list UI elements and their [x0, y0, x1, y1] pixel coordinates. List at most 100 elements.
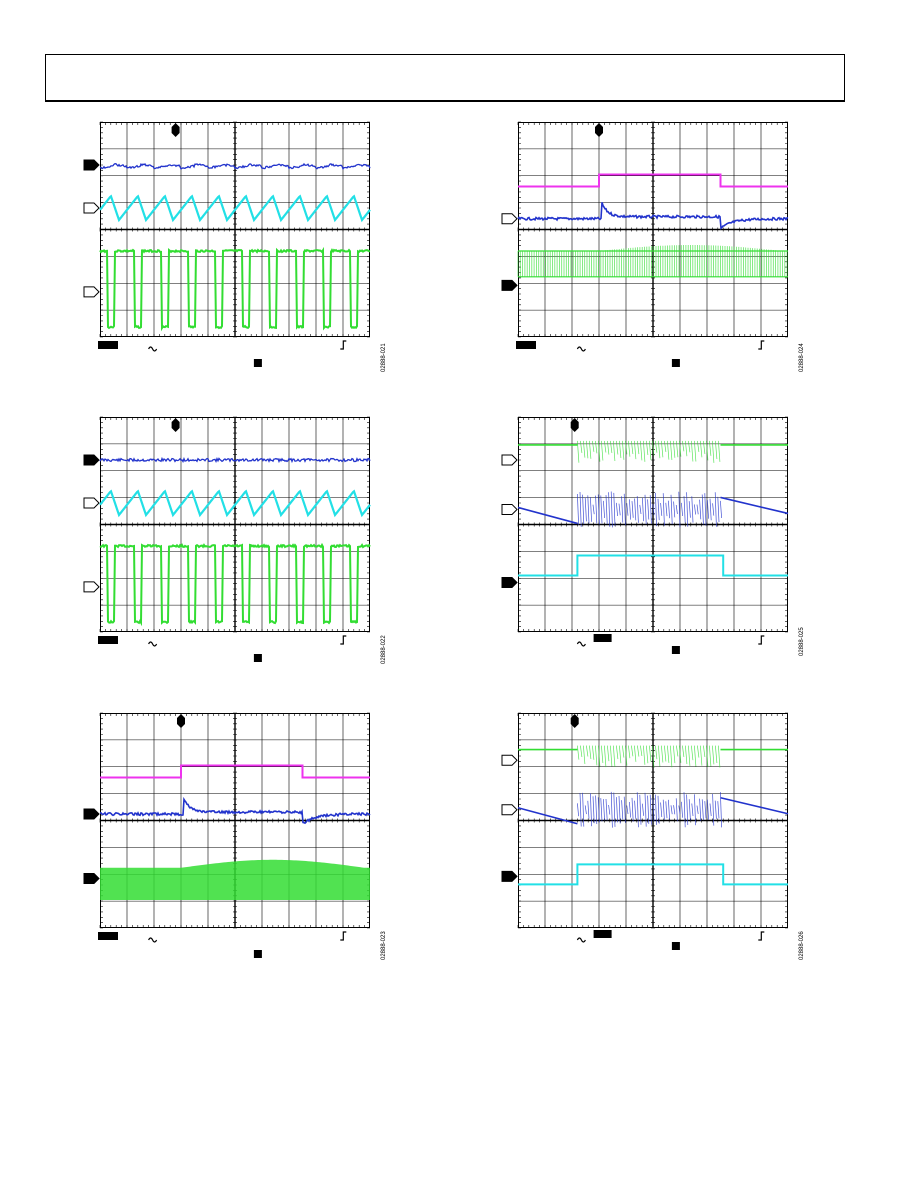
tilde-icon — [576, 641, 586, 647]
measurement-marker — [253, 950, 262, 958]
scope-graticule — [99, 121, 370, 338]
scope-screen — [83, 712, 371, 958]
grid-minor-ticks — [517, 416, 788, 633]
trace-green-band — [100, 859, 370, 901]
scope-screen — [83, 121, 371, 367]
oscilloscope-figure-6 — [501, 712, 789, 950]
trace-magenta-pulse — [518, 173, 788, 188]
trigger-position-icon — [171, 123, 180, 137]
scope-screen — [501, 121, 789, 367]
measurement-marker — [671, 359, 680, 367]
channel-marker-open-icon — [83, 286, 100, 298]
trace-dense-lines — [517, 245, 788, 277]
trace-burst-lines — [577, 791, 722, 828]
channel-label-box — [593, 930, 612, 938]
channel-marker-filled-icon — [83, 159, 100, 171]
oscilloscope-figure-1 — [83, 121, 371, 367]
scope-graticule — [99, 416, 370, 633]
channel-marker-open-icon — [501, 213, 518, 225]
grid-minor-ticks — [517, 712, 788, 929]
figure-id-label: 02888-026 — [799, 931, 805, 960]
channel-marker-filled-icon — [501, 870, 518, 882]
channel-marker-open-icon — [501, 503, 518, 515]
trace-cyan-step — [518, 554, 788, 577]
figure-id-label: 02888-025 — [799, 627, 805, 656]
trigger-position-icon — [177, 714, 185, 728]
trace-ramp — [517, 796, 789, 825]
oscilloscope-figure-2 — [83, 416, 371, 662]
rising-edge-icon — [758, 931, 765, 941]
oscilloscope-figure-3 — [83, 712, 371, 958]
trace-cyan-tri — [99, 489, 371, 518]
trace-blue-ramp-burst — [517, 791, 789, 828]
rising-edge-icon — [340, 931, 347, 941]
channel-marker-open-icon — [501, 454, 518, 466]
grid-minor-ticks — [517, 121, 788, 338]
channel-label-box — [98, 932, 118, 940]
measurement-marker — [671, 942, 680, 950]
trace-green-square — [99, 542, 371, 627]
rising-edge-icon — [758, 340, 765, 350]
grid-minor-ticks — [99, 121, 370, 338]
channel-marker-filled-icon — [83, 808, 100, 820]
channel-marker-open-icon — [501, 804, 518, 816]
trace-burst-lines — [577, 491, 722, 528]
page-header-box — [45, 54, 845, 102]
channel-marker-filled-icon — [83, 454, 100, 466]
scope-screen — [83, 416, 371, 662]
measurement-marker — [253, 654, 262, 662]
channel-marker-filled-icon — [501, 577, 518, 589]
trace-green-square — [99, 246, 371, 332]
tilde-icon — [148, 937, 158, 943]
oscilloscope-figure-5 — [501, 416, 789, 654]
channel-marker-open-icon — [83, 497, 100, 509]
tilde-icon — [148, 346, 158, 352]
tilde-icon — [576, 346, 586, 352]
channel-marker-filled-icon — [83, 873, 100, 885]
trace-blue-ramp-burst — [517, 491, 789, 528]
trigger-position-icon — [570, 714, 579, 728]
trigger-position-icon — [570, 418, 579, 432]
channel-label-box — [98, 636, 118, 644]
channel-marker-open-icon — [83, 581, 100, 593]
trace-cyan-tri — [99, 194, 371, 223]
figure-id-label: 02888-024 — [799, 343, 805, 372]
tilde-icon — [148, 641, 158, 647]
channel-label-box — [98, 341, 118, 349]
trace-green-dense — [517, 245, 788, 278]
rising-edge-icon — [758, 635, 765, 645]
trace-blue-transient — [99, 796, 371, 825]
trace-blue-flat — [99, 456, 371, 464]
trace-blue-buck — [99, 162, 371, 171]
channel-marker-open-icon — [83, 202, 100, 214]
tilde-icon — [576, 937, 586, 943]
figure-id-label: 02888-022 — [381, 635, 387, 664]
trace-green-burst-top — [518, 440, 788, 463]
rising-edge-icon — [340, 340, 347, 350]
scope-graticule — [517, 712, 788, 929]
trace-green-burst-top — [518, 745, 788, 768]
channel-marker-filled-icon — [501, 279, 518, 291]
trigger-position-icon — [595, 123, 603, 137]
measurement-marker — [253, 359, 262, 367]
scope-screen — [501, 416, 789, 654]
trace-dense-envelope — [518, 250, 788, 278]
trace-blue-transient — [517, 202, 789, 230]
channel-label-box — [593, 634, 612, 642]
channel-marker-open-icon — [501, 754, 518, 766]
trace-cyan-step — [518, 863, 788, 886]
trace-burst-lines — [577, 440, 721, 463]
oscilloscope-figure-4 — [501, 121, 789, 367]
scope-screen — [501, 712, 789, 950]
trigger-position-icon — [171, 418, 180, 432]
trace-burst-lines — [577, 745, 721, 768]
trace-ramp — [517, 496, 789, 525]
figure-id-label: 02888-023 — [381, 931, 387, 960]
channel-label-box — [516, 341, 536, 349]
scope-graticule — [517, 121, 788, 338]
grid-minor-ticks — [99, 416, 370, 633]
trace-magenta-pulse — [100, 764, 370, 779]
figure-id-label: 02888-021 — [381, 343, 387, 372]
measurement-marker — [671, 646, 680, 654]
rising-edge-icon — [340, 635, 347, 645]
